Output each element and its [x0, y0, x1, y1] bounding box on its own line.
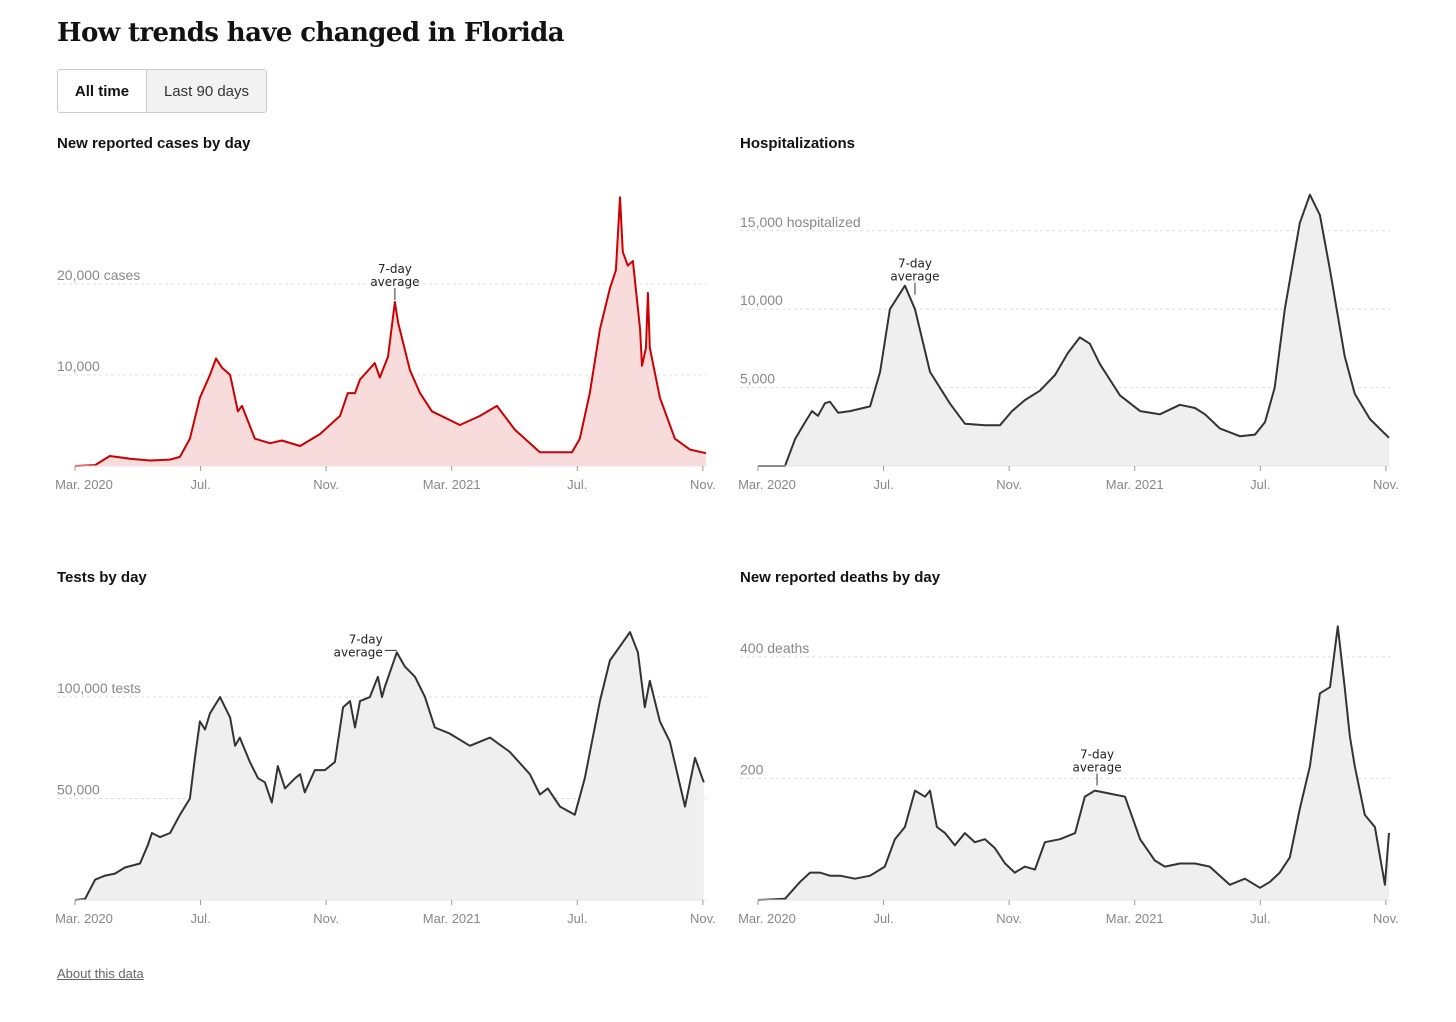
hospitalizations-chart-title: Hospitalizations [740, 135, 856, 152]
hospitalizations-chart: 5,000 10,000 15,000 hospitalized Mar. 2020 J… [738, 193, 1399, 492]
area-fill [758, 194, 1389, 466]
annotation-label: average [1072, 761, 1121, 775]
x-tick-label: Nov. [996, 477, 1022, 492]
x-tick-label: Jul. [873, 911, 893, 926]
y-axis-label: 100,000 tests [57, 680, 141, 696]
y-axis-label: 10,000 [57, 358, 100, 374]
series-line [74, 631, 705, 901]
x-tick-label: Mar. 2020 [55, 477, 113, 492]
y-axis-label: 200 [740, 761, 764, 777]
x-tick-label: Jul. [873, 477, 893, 492]
x-tick-label: Mar. 2021 [1106, 911, 1164, 926]
x-tick-label: Nov. [1373, 911, 1399, 926]
annotation-label: average [890, 270, 939, 284]
x-tick-label: Nov. [313, 477, 339, 492]
x-tick-label: Nov. [690, 911, 716, 926]
series-line [757, 625, 1390, 901]
area-fill [758, 626, 1389, 900]
y-axis-label: 400 deaths [740, 640, 809, 656]
y-axis-label: 20,000 cases [57, 267, 140, 283]
cases-chart: 10,000 20,000 cases Mar. 2020 Jul. Nov. Mar. … [55, 196, 716, 492]
area-fill [75, 632, 704, 900]
annotation-label: 7-day [898, 257, 932, 271]
cases-chart-title: New reported cases by day [57, 135, 251, 152]
tests-chart-title: Tests by day [57, 569, 147, 586]
annotation-label: 7-day [378, 262, 412, 276]
annotation-label: 7-day [1080, 748, 1114, 762]
x-tick-label: Jul. [567, 477, 587, 492]
annotation-label: average [370, 275, 419, 289]
tests-chart: 50,000 100,000 tests Mar. 2020 Jul. Nov. Mar.… [55, 631, 716, 926]
series-line [758, 193, 1390, 467]
x-tick-label: Mar. 2020 [55, 911, 113, 926]
y-axis-label: 50,000 [57, 782, 100, 798]
x-tick-label: Jul. [190, 477, 210, 492]
annotation-label: 7-day [349, 632, 383, 646]
y-axis-label: 15,000 hospitalized [740, 214, 861, 230]
deaths-chart: 200 400 deaths Mar. 2020 Jul. Nov. Mar. 2021 J… [738, 625, 1399, 926]
x-tick-label: Nov. [1373, 477, 1399, 492]
x-tick-label: Nov. [690, 477, 716, 492]
x-tick-label: Jul. [567, 911, 587, 926]
x-tick-label: Jul. [1250, 477, 1270, 492]
time-range-toggle: All time Last 90 days [57, 69, 267, 113]
x-tick-label: Nov. [996, 911, 1022, 926]
area-fill [75, 197, 706, 467]
x-tick-label: Mar. 2021 [423, 911, 481, 926]
last-90-days-button[interactable]: Last 90 days [146, 70, 266, 112]
deaths-chart-title: New reported deaths by day [740, 569, 941, 586]
x-tick-label: Nov. [313, 911, 339, 926]
all-time-button[interactable]: All time [58, 70, 146, 112]
x-tick-label: Mar. 2020 [738, 477, 796, 492]
y-axis-label: 10,000 [740, 292, 783, 308]
x-tick-label: Mar. 2021 [423, 477, 481, 492]
x-tick-label: Jul. [190, 911, 210, 926]
about-this-data-link[interactable]: About this data [57, 966, 144, 981]
page-title: How trends have changed in Florida [57, 18, 565, 48]
y-axis-label: 5,000 [740, 371, 775, 387]
x-tick-label: Mar. 2020 [738, 911, 796, 926]
x-tick-label: Mar. 2021 [1106, 477, 1164, 492]
series-line [74, 196, 707, 467]
annotation-label: average [334, 645, 383, 659]
x-tick-label: Jul. [1250, 911, 1270, 926]
